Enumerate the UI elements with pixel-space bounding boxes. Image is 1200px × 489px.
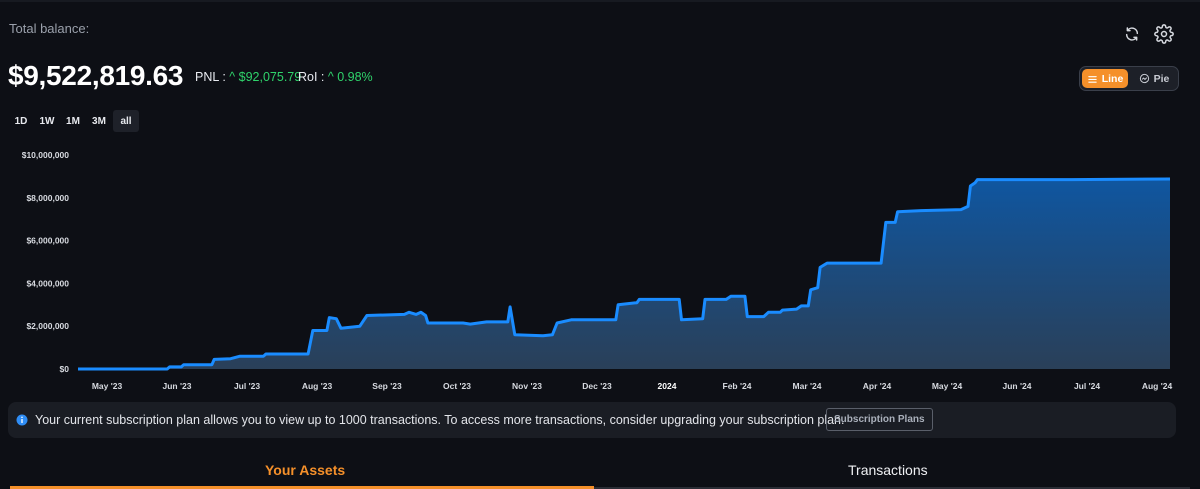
range-label: 3M — [92, 115, 106, 127]
roi-metric: RoI : ^ 0.98% — [298, 70, 373, 84]
subscription-notice: Your current subscription plan allows yo… — [8, 402, 1176, 438]
y-axis: $10,000,000 $8,000,000 $6,000,000 $4,000,00… — [22, 150, 70, 374]
top-divider — [0, 0, 1200, 2]
info-icon — [16, 414, 28, 426]
tab-divider — [594, 487, 1190, 489]
line-view-button[interactable]: Line — [1082, 69, 1128, 88]
tab-your-assets[interactable]: Your Assets — [265, 462, 346, 478]
pnl-label: PNL : — [195, 70, 226, 84]
range-button-1d[interactable]: 1D — [10, 110, 32, 132]
line-view-label: Line — [1101, 72, 1124, 85]
roi-label: RoI : — [298, 70, 325, 84]
active-tab-indicator — [10, 486, 594, 489]
range-label: 1D — [14, 115, 28, 127]
refresh-icon — [1125, 27, 1139, 41]
pie-chart-icon — [1139, 73, 1149, 84]
range-button-3m[interactable]: 3M — [88, 110, 110, 132]
line-chart-icon — [1087, 76, 1097, 83]
range-label: all — [120, 115, 132, 127]
pie-view-button[interactable]: Pie — [1132, 69, 1176, 88]
x-tick-label: Aug '24 — [1142, 381, 1173, 391]
y-tick-label: $8,000,000 — [26, 193, 69, 203]
y-tick-label: $2,000,000 — [26, 321, 69, 331]
balance-line — [78, 177, 1171, 371]
x-tick-label: Dec '23 — [582, 381, 612, 391]
balance-area — [78, 179, 1170, 369]
range-label: 1W — [39, 115, 55, 127]
total-balance-value: $9,522,819.63 — [8, 60, 184, 91]
gear-icon — [1154, 24, 1174, 44]
x-tick-label: May '23 — [92, 381, 123, 391]
range-button-1m[interactable]: 1M — [62, 110, 84, 132]
x-tick-label: May '24 — [932, 381, 963, 391]
pnl-value: ^ $92,075.79 — [229, 70, 302, 84]
x-tick-label: Jun '23 — [163, 381, 192, 391]
subscription-notice-text: Your current subscription plan allows yo… — [35, 413, 845, 427]
y-tick-label: $4,000,000 — [26, 278, 69, 288]
x-tick-label: Feb '24 — [723, 381, 752, 391]
x-tick-label: Sep '23 — [372, 381, 402, 391]
refresh-button[interactable] — [1120, 22, 1144, 46]
x-axis: May '23 Jun '23 Jul '23 Aug '23 Sep '23 Oct '… — [92, 381, 1173, 391]
x-tick-label: Jul '24 — [1074, 381, 1100, 391]
settings-button[interactable] — [1152, 22, 1176, 46]
x-tick-label: Mar '24 — [793, 381, 822, 391]
x-tick-label: Oct '23 — [443, 381, 471, 391]
range-label: 1M — [66, 115, 80, 127]
roi-value: ^ 0.98% — [327, 70, 373, 84]
pnl-metric: PNL : ^ $92,075.79 — [195, 70, 301, 84]
x-tick-label: Jun '24 — [1003, 381, 1032, 391]
x-tick-label: Aug '23 — [302, 381, 333, 391]
x-tick-label: Apr '24 — [863, 381, 892, 391]
x-tick-label: Nov '23 — [512, 381, 542, 391]
y-tick-label: $0 — [60, 364, 70, 374]
pie-view-label: Pie — [1153, 72, 1170, 85]
balance-chart: $10,000,000 $8,000,000 $6,000,000 $4,000,00… — [22, 150, 1173, 391]
y-tick-label: $10,000,000 — [22, 150, 70, 160]
range-button-1w[interactable]: 1W — [36, 110, 58, 132]
x-tick-label: Jul '23 — [234, 381, 260, 391]
y-tick-label: $6,000,000 — [26, 236, 69, 246]
tab-transactions[interactable]: Transactions — [848, 462, 928, 478]
subscription-plans-button[interactable]: Subscription Plans — [826, 408, 933, 431]
range-button-all[interactable]: all — [113, 110, 139, 132]
total-balance-label: Total balance: — [9, 21, 90, 36]
x-tick-label: 2024 — [658, 381, 677, 391]
chart-view-toggle: Line Pie — [1079, 66, 1179, 91]
